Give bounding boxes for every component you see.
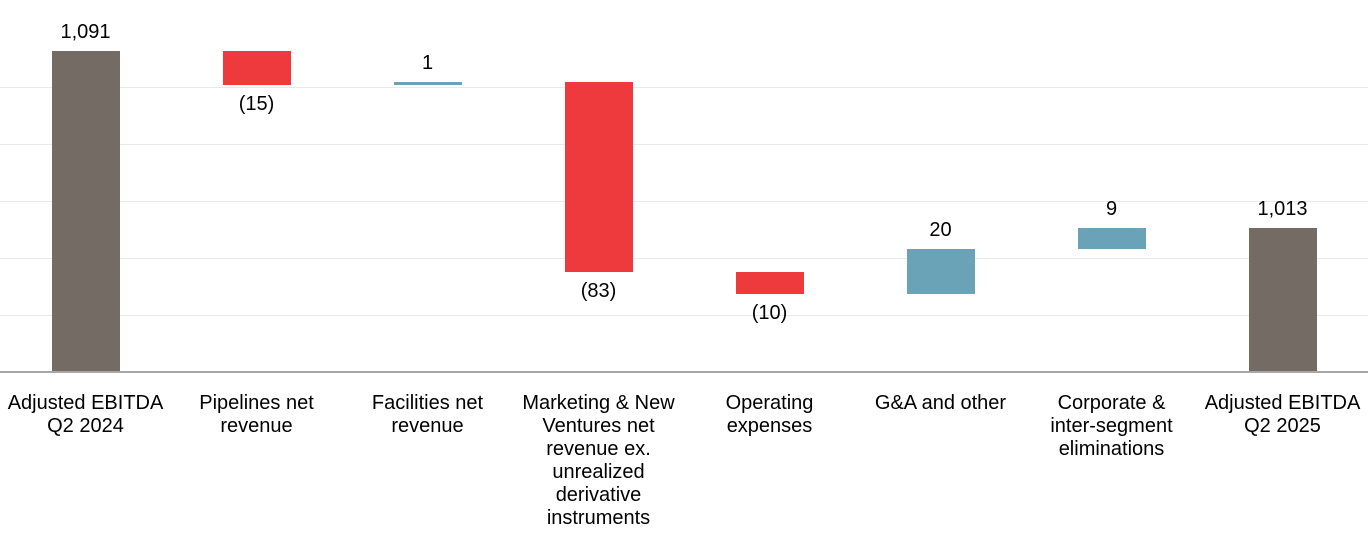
bar-increase-5 — [906, 248, 975, 295]
value-label: 20 — [929, 218, 952, 241]
gridline — [0, 143, 1368, 145]
gridline — [0, 86, 1368, 88]
gridline — [0, 200, 1368, 202]
category-label: Pipelines net revenue — [199, 392, 314, 437]
value-label: (83) — [580, 279, 617, 302]
bar-decrease-1 — [222, 50, 291, 85]
bar-decrease-4 — [735, 271, 804, 295]
value-label: 1,013 — [1257, 198, 1308, 221]
value-label: 1,091 — [60, 20, 111, 43]
bar-increase-2 — [393, 82, 462, 86]
x-axis-line — [0, 371, 1368, 373]
value-label: (10) — [751, 302, 788, 325]
category-label: Operating expenses — [725, 392, 814, 437]
bar-increase-6 — [1077, 228, 1146, 249]
gridline — [0, 314, 1368, 316]
value-label: 1 — [421, 52, 434, 75]
category-label: Adjusted EBITDA Q2 2024 — [7, 392, 164, 437]
value-label: 9 — [1105, 198, 1118, 221]
category-label: Marketing & New Ventures net revenue ex.… — [522, 392, 675, 529]
gridline — [0, 257, 1368, 259]
category-label: Facilities net revenue — [371, 392, 484, 437]
category-label: Corporate & inter-segment eliminations — [1050, 392, 1173, 460]
category-label: G&A and other — [874, 392, 1007, 414]
value-label: (15) — [238, 92, 275, 115]
bar-decrease-3 — [564, 82, 633, 272]
bar-total-7 — [1248, 228, 1317, 372]
bar-total-0 — [51, 50, 120, 372]
category-label: Adjusted EBITDA Q2 2025 — [1204, 392, 1361, 437]
